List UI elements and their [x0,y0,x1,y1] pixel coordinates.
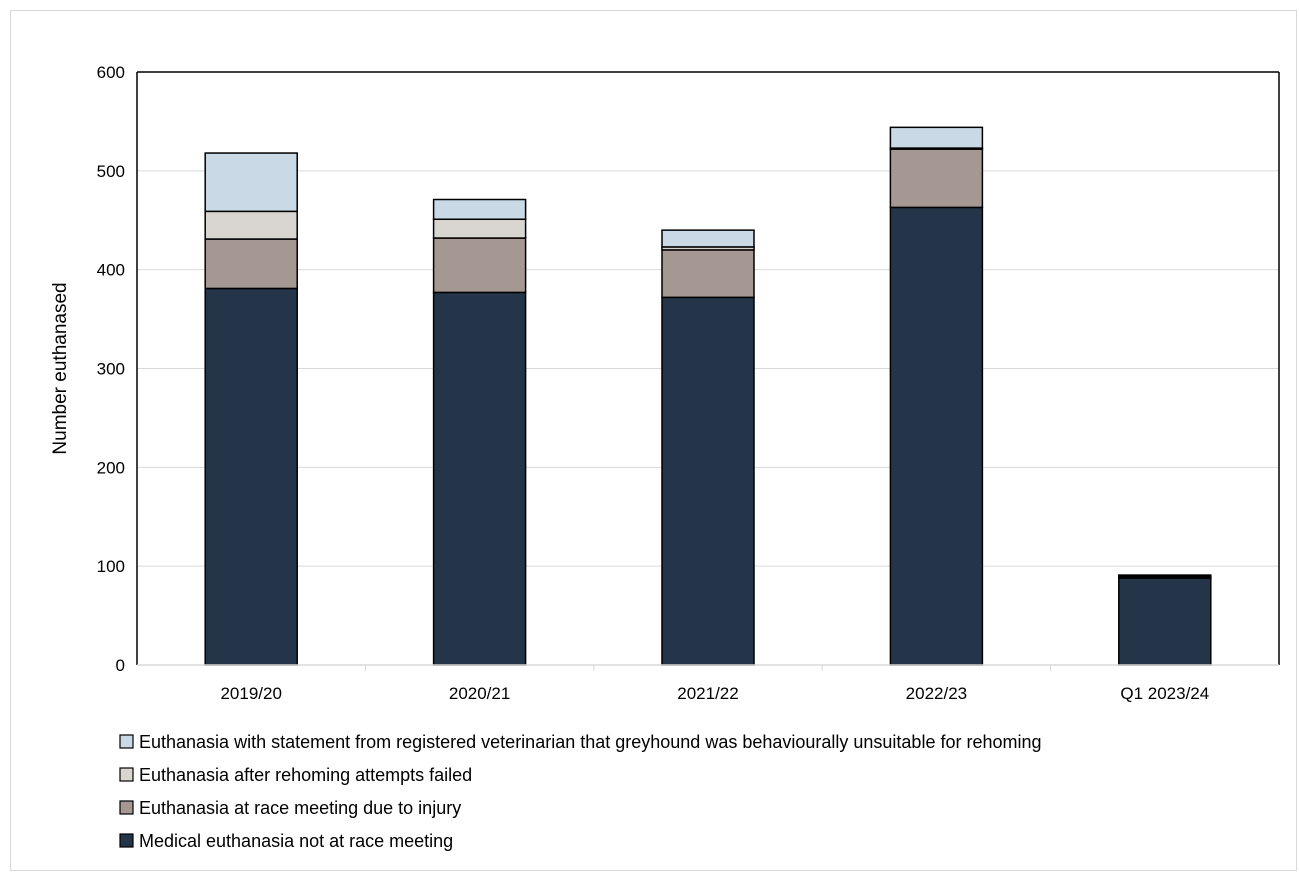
legend-label: Euthanasia after rehoming attempts faile… [139,765,472,785]
bars [204,126,1212,666]
legend-swatch [119,833,134,848]
y-tick-label: 400 [97,261,125,280]
y-tick-label: 0 [116,656,125,675]
y-axis-title: Number euthanased [50,282,71,454]
legend-label: Medical euthanasia not at race meeting [139,831,453,851]
x-tick-label: Q1 2023/24 [1120,684,1209,703]
legend-swatch [119,800,134,815]
bar-segment [432,237,527,294]
legend-swatch [119,767,134,782]
bar-segment [432,218,527,239]
bar-segment [204,152,298,213]
x-tick-label: 2020/21 [449,684,510,703]
bar-segment [1118,577,1212,666]
y-tick-label: 300 [97,360,125,379]
bar-segment [661,229,755,248]
axes: 0 100 200 300 400 500 600 2019/20 2020/21 2021/22… [97,63,1280,703]
y-tick-label: 200 [97,458,125,477]
bar-segment [661,249,755,299]
bar-segment [204,287,298,666]
y-tick-label: 100 [97,557,125,576]
y-tick-label: 500 [97,162,125,181]
x-tick-label: 2022/23 [906,684,967,703]
bar-segment [204,238,298,290]
bar-segment [889,148,984,209]
bar-segment [432,198,527,221]
legend-swatch [119,734,134,749]
x-tick-label: 2019/20 [220,684,281,703]
bar-segment [204,210,298,240]
bar-segment [432,291,527,666]
legend-label: Euthanasia at race meeting due to injury [139,798,461,818]
bar-segment [889,126,984,149]
x-tick-label: 2021/22 [677,684,738,703]
bar-segment [661,296,755,666]
bar-segment [889,206,984,666]
bar-segment [1118,574,1212,577]
legend-label: Euthanasia with statement from registere… [139,732,1042,752]
y-tick-label: 600 [97,63,125,82]
legend: Euthanasia with statement from registere… [119,732,1042,851]
